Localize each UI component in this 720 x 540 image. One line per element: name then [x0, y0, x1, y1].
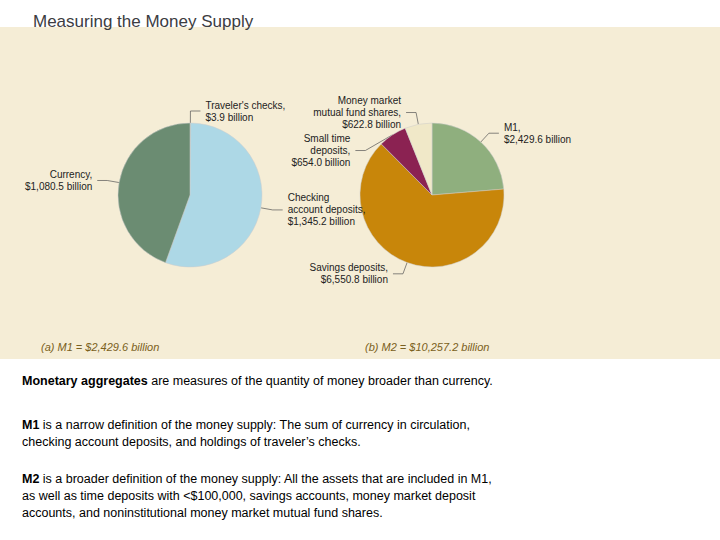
svg-text:$654.0 billion: $654.0 billion — [291, 157, 350, 168]
svg-text:accounts, and noninstitutional: accounts, and noninstitutional money mar… — [22, 506, 383, 520]
svg-text:M1: M1 — [22, 418, 39, 432]
svg-text:(a) M1 = $2,429.6 billion: (a) M1 = $2,429.6 billion — [41, 341, 159, 353]
svg-text:$3.9 billion: $3.9 billion — [205, 112, 253, 123]
svg-text:Savings deposits,: Savings deposits, — [310, 262, 388, 273]
svg-text:are measures of the quantity o: are measures of the quantity of money br… — [148, 374, 493, 388]
svg-text:is a broader definition of the: is a broader definition of the money sup… — [39, 472, 491, 486]
svg-text:deposits,: deposits, — [310, 145, 350, 156]
svg-text:Measuring the Money Supply: Measuring the Money Supply — [33, 12, 254, 31]
svg-text:account deposits,: account deposits, — [288, 204, 366, 215]
svg-text:mutual fund shares,: mutual fund shares, — [313, 107, 401, 118]
svg-text:is a narrow definition of the: is a narrow definition of the money supp… — [39, 418, 470, 432]
svg-text:Monetary aggregates: Monetary aggregates — [22, 374, 148, 388]
svg-text:M1,: M1, — [504, 122, 521, 133]
svg-text:Money market: Money market — [338, 95, 402, 106]
svg-text:$1,345.2 billion: $1,345.2 billion — [288, 216, 355, 227]
svg-text:$1,080.5 billion: $1,080.5 billion — [25, 181, 92, 192]
svg-text:M2: M2 — [22, 472, 39, 486]
svg-text:Currency,: Currency, — [50, 169, 93, 180]
svg-text:Traveler's checks,: Traveler's checks, — [205, 100, 285, 111]
svg-text:Small time: Small time — [304, 133, 351, 144]
svg-text:Checking: Checking — [288, 192, 330, 203]
svg-text:$622.8 billion: $622.8 billion — [342, 119, 401, 130]
svg-text:$2,429.6 billion: $2,429.6 billion — [504, 134, 571, 145]
svg-text:$6,550.8 billion: $6,550.8 billion — [321, 274, 388, 285]
svg-text:checking account deposits, and: checking account deposits, and holdings … — [22, 435, 361, 449]
svg-text:(b) M2 = $10,257.2 billion: (b) M2 = $10,257.2 billion — [365, 341, 489, 353]
svg-text:as well as time deposits with: as well as time deposits with <$100,000,… — [22, 489, 476, 503]
